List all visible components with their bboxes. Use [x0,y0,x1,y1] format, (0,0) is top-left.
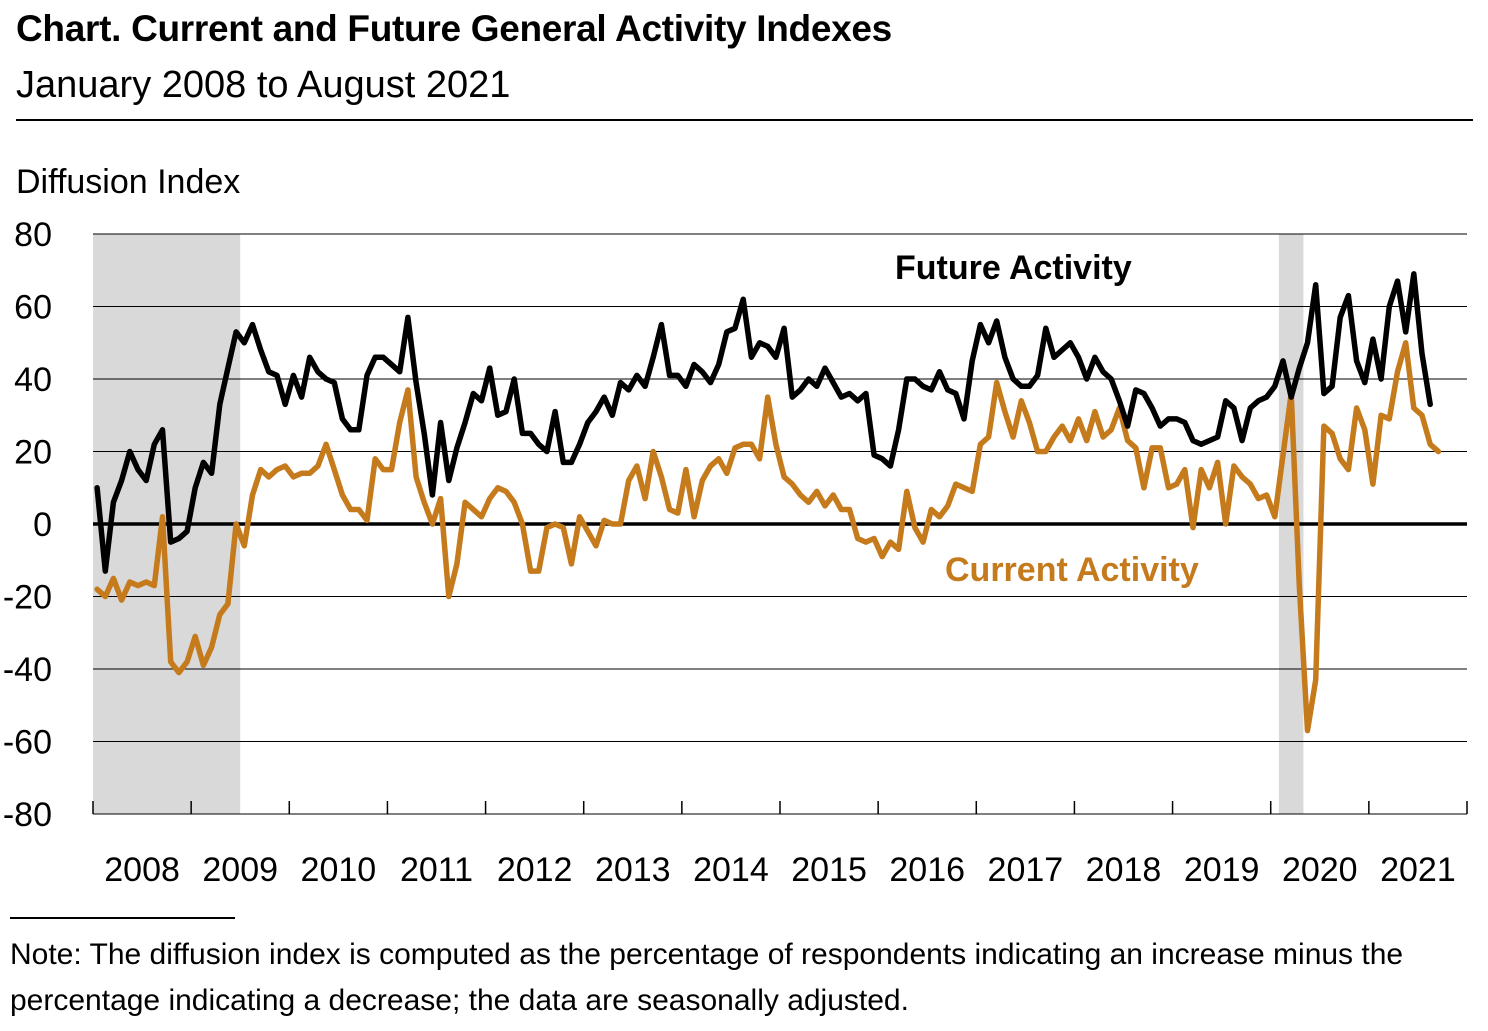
current-activity-label: Current Activity [945,551,1199,589]
x-tick-label: 2008 [104,851,180,889]
footnote: Note: The diffusion index is computed as… [10,938,1404,1017]
future-activity-line [94,271,1433,574]
x-tick-label: 2021 [1380,851,1456,889]
y-tick-label: 0 [33,506,52,544]
y-tick-label: -60 [3,724,52,762]
x-tick-label: 2014 [693,851,769,889]
x-tick-label: 2012 [497,851,573,889]
y-axis-label: Diffusion Index [16,163,241,201]
chart-title: Chart. Current and Future General Activi… [16,8,892,49]
x-tick-label: 2013 [595,851,671,889]
line-chart: 80 60 40 20 0 -20 -40 -60 -80 2008 2009 2010 2011 201… [3,216,1468,889]
x-tick-label: 2011 [400,851,473,889]
chart-subtitle: January 2008 to August 2021 [16,64,511,106]
x-tick-label: 2018 [1086,851,1162,889]
series-lines [94,271,1442,734]
y-tick-label: 80 [14,216,52,254]
y-tick-label: 20 [14,434,52,472]
current-activity-line [94,340,1442,734]
y-tick-label: 40 [14,361,52,399]
future-activity-label: Future Activity [895,249,1132,287]
title-divider [16,119,1473,121]
x-tick-label: 2010 [301,851,377,889]
y-tick-label: -80 [3,796,52,834]
x-tick-label: 2020 [1282,851,1358,889]
gridlines [93,233,1467,815]
x-axis [92,801,1468,814]
series-labels: Future Activity Current Activity [895,249,1199,589]
y-tick-label: -20 [3,579,52,617]
y-tick-label: 60 [14,289,52,327]
x-tick-label: 2017 [988,851,1064,889]
x-tick-label: 2016 [889,851,965,889]
axis-tick-labels: 80 60 40 20 0 -20 -40 -60 -80 2008 2009 2010 2011 201… [3,216,1456,889]
y-tick-label: -40 [3,651,52,689]
x-tick-label: 2015 [791,851,867,889]
note-divider [10,917,235,919]
x-tick-label: 2019 [1184,851,1260,889]
x-tick-label: 2009 [202,851,278,889]
